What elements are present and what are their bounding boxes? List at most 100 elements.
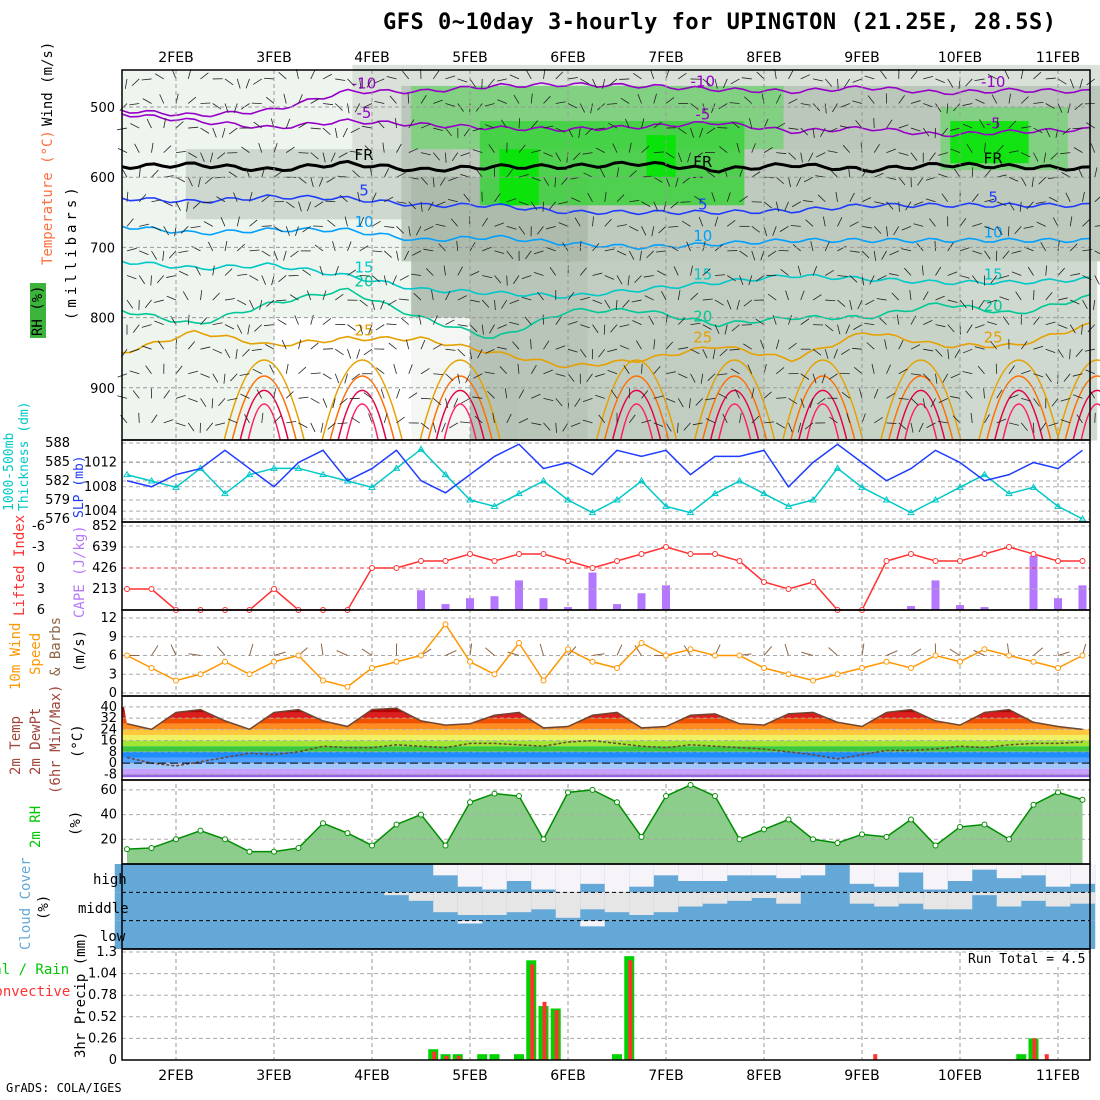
thickness-point xyxy=(662,502,670,509)
cloud-high-clear xyxy=(482,864,508,890)
upper-wind-barb xyxy=(886,119,893,129)
upper-wind-barb xyxy=(867,95,875,104)
cloud-middle-cell xyxy=(800,892,826,921)
upper-wind-barb xyxy=(840,103,850,108)
precip-run-total: Run Total = 4.5 xyxy=(968,952,1086,967)
upper-wind-barb xyxy=(166,275,177,278)
upper-wind-barb xyxy=(509,299,520,305)
upper-wind-barb xyxy=(506,198,517,203)
rh-area xyxy=(127,784,1083,864)
upper-wind-barb xyxy=(898,397,909,400)
precip-conv-label: Convective xyxy=(0,984,71,1000)
upper-wind-barb xyxy=(420,397,432,400)
upper-wind-barb xyxy=(396,250,399,261)
isotherm-label: 20 xyxy=(984,297,1003,315)
rh-point xyxy=(565,789,571,796)
upper-wind-barb xyxy=(211,398,214,409)
upper-wind-barb xyxy=(344,216,348,227)
upper-wind-barb xyxy=(646,250,655,259)
temp-label-2: 2m DewPt xyxy=(28,707,44,775)
upper-wind-barb xyxy=(203,221,213,227)
warm-isotherm-lobe xyxy=(693,359,776,441)
upper-wind-barb xyxy=(457,373,461,384)
upper-wind-barb xyxy=(186,201,189,212)
upper-wind-barb xyxy=(354,103,361,113)
upper-wind-barb xyxy=(917,176,924,186)
upper-wind-barb xyxy=(849,192,855,202)
upper-wind-barb xyxy=(145,365,152,374)
upper-wind-barb xyxy=(487,390,495,399)
cloud-low-cell xyxy=(1021,920,1047,949)
upper-wind-barb xyxy=(335,293,344,301)
upper-wind-barb xyxy=(816,152,826,158)
upper-wind-barb xyxy=(368,413,373,424)
upper-wind-barb xyxy=(695,398,704,406)
upper-wind-barb xyxy=(363,392,373,399)
cloud-middle-clear xyxy=(482,892,508,915)
upper-wind-barb xyxy=(545,225,556,230)
upper-wind-barb xyxy=(821,373,826,384)
ytick-label: 0.78 xyxy=(88,988,117,1003)
upper-wind-barb xyxy=(555,127,565,133)
upper-wind-barb xyxy=(688,398,691,409)
upper-wind-barb xyxy=(582,152,593,155)
upper-wind-barb xyxy=(224,103,229,114)
upper-wind-barb xyxy=(604,299,611,309)
upper-wind-barb xyxy=(420,368,430,375)
upper-wind-barb xyxy=(537,226,544,235)
wind-barb xyxy=(170,644,177,656)
upper-wind-barb xyxy=(278,72,287,80)
upper-wind-barb xyxy=(871,363,875,374)
upper-wind-barb xyxy=(230,373,238,382)
upper-wind-barb xyxy=(258,142,263,153)
upper-wind-barb xyxy=(886,148,896,154)
upper-wind-barb xyxy=(531,422,542,426)
upper-wind-barb xyxy=(1069,324,1076,334)
cloud-high-cell xyxy=(310,864,336,893)
upper-wind-barb xyxy=(200,316,208,325)
rh-point xyxy=(222,836,228,843)
upper-wind-barb xyxy=(877,275,887,281)
upper-wind-barb xyxy=(1057,324,1068,329)
upper-wind-barb xyxy=(151,414,158,424)
upper-wind-barb xyxy=(220,217,226,227)
upper-wind-barb xyxy=(347,78,355,87)
upper-wind-barb xyxy=(678,127,687,135)
upper-wind-barb xyxy=(400,317,410,325)
warm-isotherm-lobe xyxy=(239,389,289,441)
upper-wind-barb xyxy=(974,324,985,329)
upper-wind-barb xyxy=(846,413,851,424)
upper-wind-barb xyxy=(812,294,822,301)
cloud-high-clear xyxy=(555,864,581,893)
upper-wind-barb xyxy=(714,78,718,89)
isotherm-label: 20 xyxy=(354,273,373,291)
upper-wind-barb xyxy=(450,218,459,227)
upper-wind-barb xyxy=(1020,96,1029,104)
upper-wind-barb xyxy=(1023,225,1034,229)
cloud-middle-cell xyxy=(825,892,851,921)
upper-wind-barb xyxy=(665,422,672,432)
upper-wind-barb xyxy=(481,324,484,335)
upper-wind-barb xyxy=(574,217,581,227)
upper-wind-barb xyxy=(874,172,884,178)
upper-wind-barb xyxy=(244,414,250,424)
upper-wind-barb xyxy=(788,69,794,80)
cloud-middle-clear xyxy=(506,892,532,913)
upper-wind-barb xyxy=(592,299,602,305)
thickness-point xyxy=(294,464,303,471)
upper-wind-barb xyxy=(283,250,287,261)
upper-wind-barb xyxy=(776,122,786,129)
upper-wind-barb xyxy=(396,172,406,178)
upper-wind-barb xyxy=(1045,292,1053,301)
wind-barb xyxy=(188,653,201,656)
upper-wind-barb xyxy=(644,295,654,301)
cloud-high-clear xyxy=(1021,864,1047,876)
upper-wind-barb xyxy=(445,103,456,107)
ytick-label: 0 xyxy=(109,1053,117,1068)
upper-wind-barb xyxy=(744,96,753,104)
upper-wind-barb xyxy=(1033,290,1035,301)
upper-wind-barb xyxy=(239,373,250,376)
thickness-point xyxy=(123,470,131,478)
rh-point xyxy=(540,836,547,843)
ytick-label: 20 xyxy=(100,832,117,847)
